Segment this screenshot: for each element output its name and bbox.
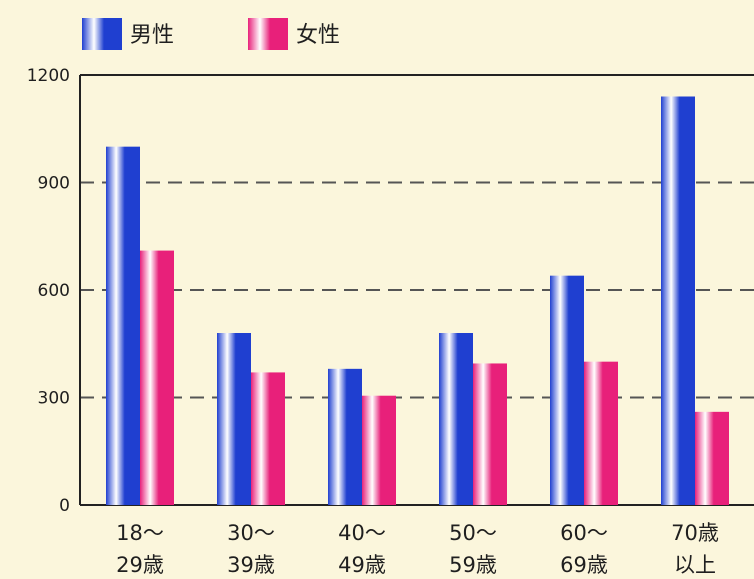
- x-tick-label-line: 18〜: [116, 521, 164, 545]
- bar: [251, 372, 285, 505]
- bar: [661, 96, 695, 505]
- bar: [328, 368, 362, 505]
- x-tick-label-line: 40〜: [338, 521, 386, 545]
- x-tick-label-line: 以上: [674, 553, 716, 577]
- legend-label: 男性: [130, 23, 174, 48]
- legend-label: 女性: [296, 23, 340, 48]
- x-tick-label: 60〜69歳: [560, 521, 608, 577]
- x-tick-label: 30〜39歳: [227, 521, 275, 577]
- bar: [695, 411, 729, 505]
- bar: [140, 250, 174, 505]
- x-tick-label-line: 30〜: [227, 521, 275, 545]
- x-tick-label-line: 60〜: [560, 521, 608, 545]
- legend-item: 女性: [248, 18, 340, 50]
- y-tick-label: 300: [38, 389, 70, 409]
- x-tick-label-line: 49歳: [338, 553, 386, 577]
- axes: 0 300 600 900 1200: [27, 66, 754, 516]
- bar: [217, 333, 251, 505]
- x-tick-label: 50〜59歳: [449, 521, 497, 577]
- legend-swatch: [82, 18, 122, 50]
- bar: [439, 333, 473, 505]
- bars: [106, 96, 729, 505]
- bar: [362, 395, 396, 505]
- x-tick-label-line: 50〜: [449, 521, 497, 545]
- x-tick-label-line: 59歳: [449, 553, 497, 577]
- y-tick-label: 600: [38, 281, 70, 301]
- bar: [473, 363, 507, 505]
- grid: [80, 181, 754, 399]
- legend-swatch: [248, 18, 288, 50]
- x-tick-label: 18〜29歳: [116, 521, 164, 577]
- x-tick-label-line: 69歳: [560, 553, 608, 577]
- bar: [550, 275, 584, 505]
- x-tick-label: 40〜49歳: [338, 521, 386, 577]
- legend-item: 男性: [82, 18, 174, 50]
- x-tick-label-line: 70歳: [671, 521, 719, 545]
- bar: [106, 146, 140, 505]
- y-tick-label: 900: [38, 174, 70, 194]
- x-tick-label-line: 29歳: [116, 553, 164, 577]
- x-tick-label-line: 39歳: [227, 553, 275, 577]
- y-tick-label: 1200: [27, 66, 70, 86]
- bar: [584, 361, 618, 505]
- y-tick-label: 0: [59, 496, 70, 516]
- legend: 男性 女性: [82, 18, 340, 50]
